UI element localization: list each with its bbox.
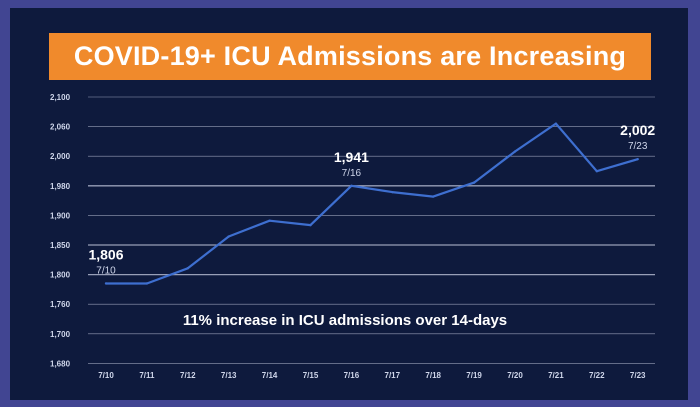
data-point: [554, 122, 558, 125]
y-tick-label: 1,680: [50, 359, 71, 368]
y-tick-label: 1,760: [50, 300, 71, 309]
data-point: [104, 282, 108, 285]
callout-date: 7/23: [628, 141, 648, 152]
x-tick-label: 7/20: [507, 371, 523, 380]
data-point: [268, 219, 271, 222]
data-point: [186, 267, 189, 270]
series-line: [106, 122, 639, 285]
y-tick-label: 1,900: [50, 211, 71, 220]
y-tick-label: 1,700: [50, 330, 71, 339]
callout-value: 2,002: [620, 122, 655, 138]
y-tick-label: 2,100: [50, 93, 71, 102]
data-point: [513, 150, 517, 153]
callout-date: 7/16: [342, 168, 362, 179]
x-tick-label: 7/14: [262, 371, 278, 380]
x-tick-label: 7/12: [180, 371, 196, 380]
x-tick-label: 7/11: [139, 371, 155, 380]
x-tick-label: 7/22: [589, 371, 605, 380]
data-point: [227, 235, 230, 238]
x-tick-label: 7/10: [98, 371, 114, 380]
data-point: [472, 181, 476, 184]
y-tick-label: 1,850: [50, 241, 71, 250]
y-tick-label: 2,000: [50, 152, 71, 161]
y-tick-label: 1,800: [50, 271, 71, 280]
x-tick-label: 7/18: [425, 371, 441, 380]
data-point: [636, 157, 639, 161]
data-point: [309, 223, 312, 227]
callout-date: 7/10: [96, 265, 116, 276]
x-tick-label: 7/16: [344, 371, 360, 380]
y-tick-label: 1,980: [50, 182, 71, 191]
x-tick-label: 7/17: [385, 371, 401, 380]
data-point: [391, 190, 394, 194]
chart-annotation: 11% increase in ICU admissions over 14-d…: [183, 312, 507, 329]
x-tick-label: 7/21: [548, 371, 564, 380]
x-tick-label: 7/15: [303, 371, 319, 380]
x-tick-label: 7/13: [221, 371, 237, 380]
callout-value: 1,941: [334, 149, 369, 165]
callout-value: 1,806: [88, 246, 123, 262]
data-point: [432, 195, 435, 198]
data-point: [350, 184, 353, 187]
data-point: [595, 170, 598, 173]
chart-title: COVID-19+ ICU Admissions are Increasing: [49, 33, 651, 80]
x-tick-label: 7/23: [630, 371, 646, 380]
data-point: [145, 282, 149, 285]
x-tick-label: 7/19: [466, 371, 482, 380]
y-tick-label: 2,060: [50, 123, 71, 132]
